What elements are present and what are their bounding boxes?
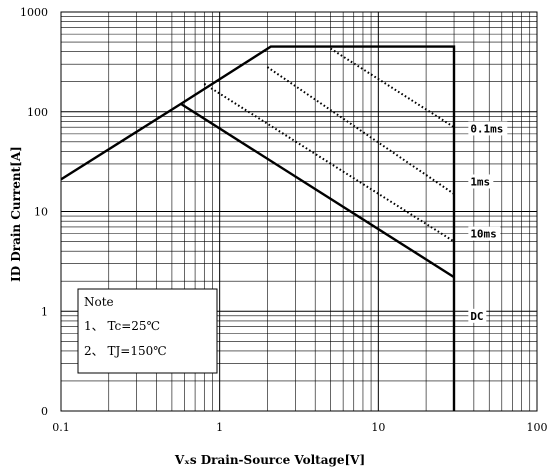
x-axis-title: Vₓs Drain-Source Voltage[V] (174, 453, 365, 467)
y-tick-label: 10 (34, 206, 48, 219)
dotted-limit-line-2 (203, 83, 455, 243)
series-lines (60, 45, 456, 411)
x-tick-label: 10 (371, 421, 385, 434)
x-tick-label: 1 (216, 421, 223, 434)
curve-label-bg (468, 174, 494, 189)
dotted-limit-line-3 (266, 66, 455, 195)
y-tick-label: 1 (41, 305, 48, 318)
curve-label-bg (468, 308, 487, 323)
note-box-frame (77, 288, 218, 374)
note-line-2: 2、 TJ=150℃ (84, 344, 167, 358)
dotted-limit-line-4 (330, 47, 455, 129)
note-box: Note 1、 Tc=25℃ 2、 TJ=150℃ (77, 288, 218, 374)
curve-labels: 0.1ms 1ms 10ms DC (468, 121, 508, 323)
plot-frame (60, 11, 538, 412)
note-title: Note (84, 295, 114, 309)
solid-limit-line-1 (180, 102, 455, 279)
curve-label-bg (468, 121, 508, 136)
note-line-1: 1、 Tc=25℃ (84, 319, 160, 333)
curve-label: 1ms (470, 175, 490, 188)
x-tick-label: 0.1 (52, 421, 70, 434)
y-tick-label: 1000 (20, 6, 48, 19)
curve-label: 0.1ms (470, 122, 503, 135)
y-axis-title: ID Drain Current[A] (9, 146, 23, 282)
curve-label-bg (468, 226, 501, 241)
solid-limit-line-0 (60, 45, 456, 411)
x-tick-label: 100 (527, 421, 548, 434)
y-tick-label: 0 (41, 405, 48, 418)
curve-label: DC (470, 310, 483, 323)
curve-label: 10ms (470, 228, 497, 241)
y-tick-label: 100 (27, 106, 48, 119)
